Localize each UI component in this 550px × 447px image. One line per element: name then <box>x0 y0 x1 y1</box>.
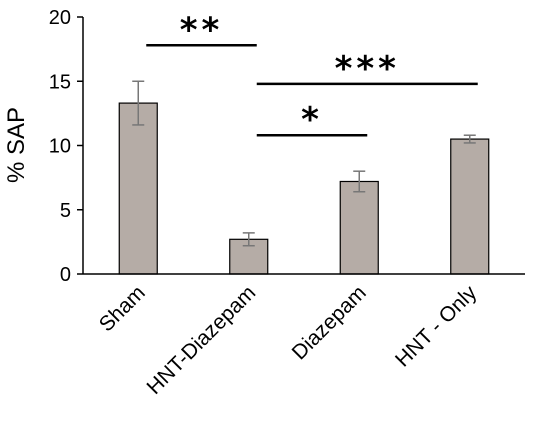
y-tick-label: 0 <box>60 264 71 286</box>
y-axis-label: % SAP <box>3 107 30 183</box>
y-tick-label: 20 <box>49 7 71 29</box>
bars <box>118 102 490 275</box>
category-label: HNT - Only <box>391 281 482 372</box>
category-label: Sham <box>95 281 150 336</box>
category-label: Diazepam <box>288 281 371 364</box>
significance-brackets: ****** <box>146 10 478 140</box>
y-axis-ticks: 0 5 10 15 20 <box>49 7 83 286</box>
category-label: HNT-Diazepam <box>143 281 261 399</box>
error-bars <box>132 80 476 247</box>
y-tick-label: 15 <box>49 71 71 93</box>
significance-label: ** <box>180 10 224 50</box>
bar <box>118 102 158 275</box>
significance-label: *** <box>335 49 400 89</box>
y-tick-label: 5 <box>60 200 71 222</box>
y-tick-label: 10 <box>49 136 71 158</box>
significance-label: * <box>301 100 323 140</box>
bar <box>339 180 379 275</box>
bar <box>450 138 490 275</box>
